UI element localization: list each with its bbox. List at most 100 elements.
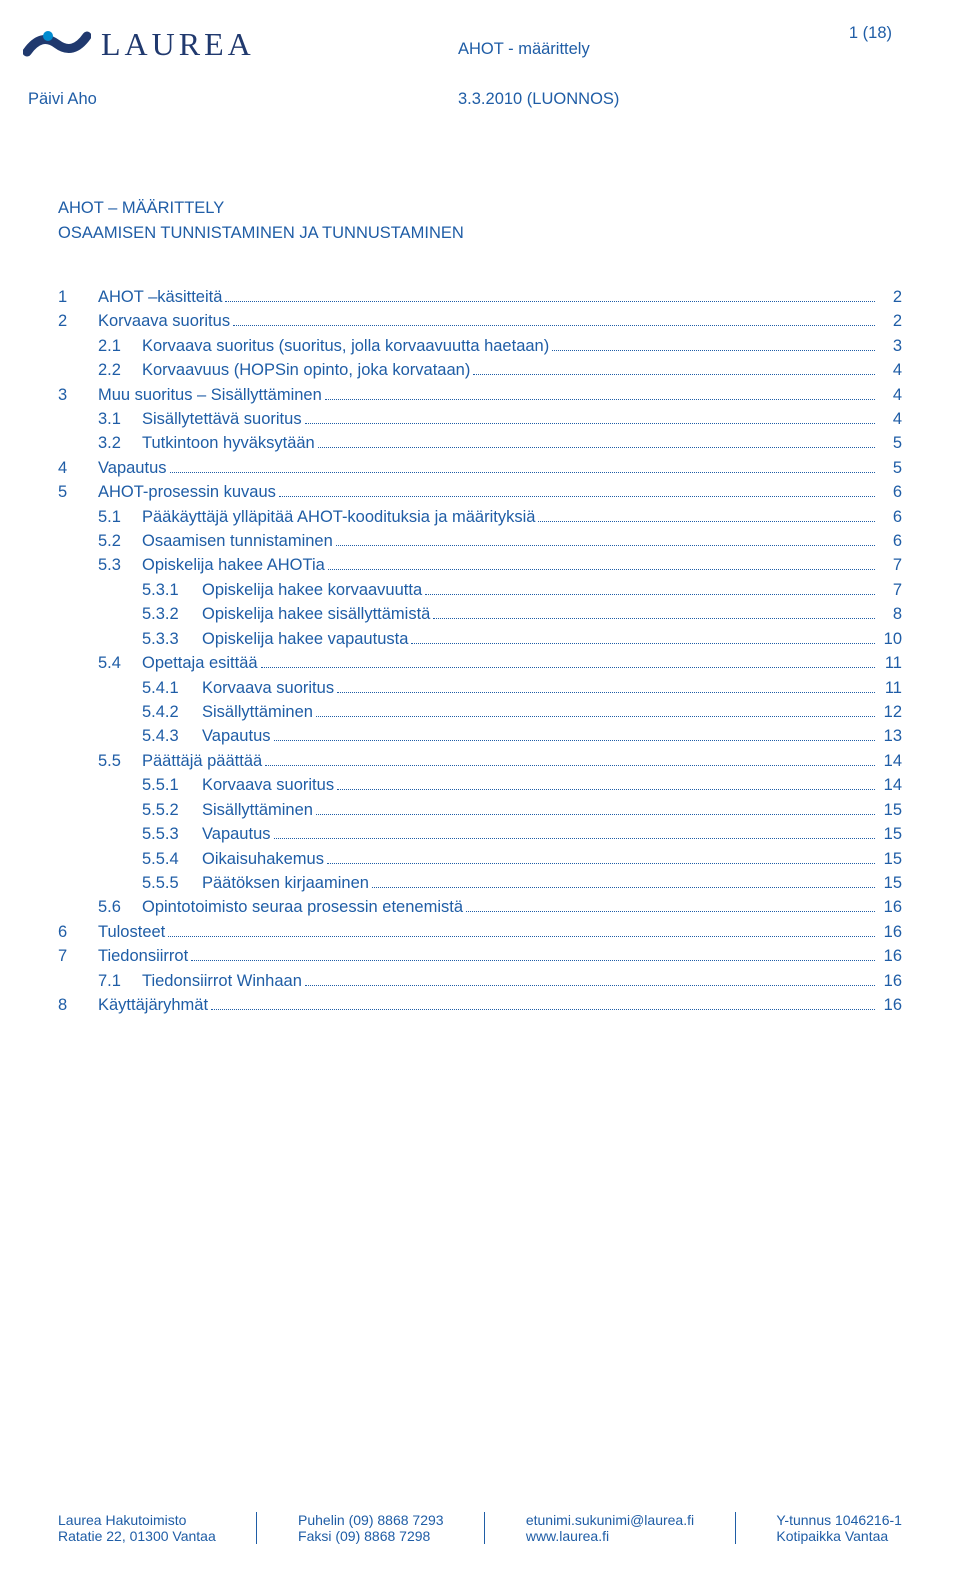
header: LAUREA AHOT - määrittely 1 (18) Päivi Ah… bbox=[58, 22, 902, 127]
toc-entry-label: Korvaava suoritus bbox=[202, 677, 334, 700]
toc-entry-page: 2 bbox=[878, 310, 902, 333]
toc-entry-label: Muu suoritus – Sisällyttäminen bbox=[98, 384, 322, 407]
toc-leader bbox=[425, 579, 875, 595]
toc-entry-number: 5.5.3 bbox=[142, 823, 202, 846]
toc-entry[interactable]: 7Tiedonsiirrot16 bbox=[58, 945, 902, 968]
toc-entry-label: Opiskelija hakee vapautusta bbox=[202, 628, 408, 651]
header-title: AHOT - määrittely bbox=[458, 40, 590, 59]
toc-entry-label: Vapautus bbox=[202, 823, 271, 846]
toc-entry[interactable]: 5.4.2Sisällyttäminen12 bbox=[58, 701, 902, 724]
footer-email: etunimi.sukunimi@laurea.fi bbox=[526, 1512, 694, 1528]
toc-leader bbox=[261, 652, 875, 668]
toc-leader bbox=[473, 359, 875, 375]
toc-entry-page: 16 bbox=[878, 970, 902, 993]
toc-entry-number: 5.3.2 bbox=[142, 603, 202, 626]
toc-entry-number: 7.1 bbox=[98, 970, 142, 993]
toc-entry-number: 5.4.3 bbox=[142, 725, 202, 748]
toc-entry[interactable]: 5.4.3Vapautus13 bbox=[58, 725, 902, 748]
toc-entry-number: 5.4.2 bbox=[142, 701, 202, 724]
document-title-1: AHOT – MÄÄRITTELY bbox=[58, 197, 902, 220]
toc-entry[interactable]: 5.5.4Oikaisuhakemus15 bbox=[58, 848, 902, 871]
toc-entry-number: 5.4.1 bbox=[142, 677, 202, 700]
toc-entry-label: Opiskelija hakee sisällyttämistä bbox=[202, 603, 430, 626]
toc-entry-number: 2 bbox=[58, 310, 98, 333]
toc-entry[interactable]: 5.5.5Päätöksen kirjaaminen15 bbox=[58, 872, 902, 895]
toc-entry[interactable]: 2Korvaava suoritus2 bbox=[58, 310, 902, 333]
toc-entry-number: 3 bbox=[58, 384, 98, 407]
toc-entry-label: Opettaja esittää bbox=[142, 652, 258, 675]
footer-businessid: Y-tunnus 1046216-1 bbox=[776, 1512, 902, 1528]
toc-entry[interactable]: 1AHOT –käsitteitä2 bbox=[58, 286, 902, 309]
footer-address: Ratatie 22, 01300 Vantaa bbox=[58, 1528, 216, 1544]
toc-entry[interactable]: 5.5.3Vapautus15 bbox=[58, 823, 902, 846]
toc-entry-page: 16 bbox=[878, 921, 902, 944]
header-author: Päivi Aho bbox=[28, 90, 97, 109]
toc-leader bbox=[336, 530, 875, 546]
toc-entry-number: 2.1 bbox=[98, 335, 142, 358]
header-page-number: 1 (18) bbox=[849, 24, 892, 43]
toc-entry[interactable]: 3Muu suoritus – Sisällyttäminen4 bbox=[58, 384, 902, 407]
toc-entry[interactable]: 5.3.3Opiskelija hakee vapautusta10 bbox=[58, 628, 902, 651]
toc-entry[interactable]: 5.5Päättäjä päättää14 bbox=[58, 750, 902, 773]
toc-entry[interactable]: 5AHOT-prosessin kuvaus6 bbox=[58, 481, 902, 504]
toc-leader bbox=[327, 848, 875, 864]
toc-entry-page: 5 bbox=[878, 432, 902, 455]
toc-entry-page: 15 bbox=[878, 799, 902, 822]
toc-entry-number: 5.5.5 bbox=[142, 872, 202, 895]
footer-fax: Faksi (09) 8868 7298 bbox=[298, 1528, 444, 1544]
toc-entry[interactable]: 5.3Opiskelija hakee AHOTia7 bbox=[58, 554, 902, 577]
toc-entry[interactable]: 5.6Opintotoimisto seuraa prosessin etene… bbox=[58, 896, 902, 919]
toc-entry-page: 4 bbox=[878, 408, 902, 431]
brand-wordmark: LAUREA bbox=[101, 26, 255, 63]
toc-entry[interactable]: 6Tulosteet16 bbox=[58, 921, 902, 944]
toc-entry[interactable]: 2.1Korvaava suoritus (suoritus, jolla ko… bbox=[58, 335, 902, 358]
toc-entry[interactable]: 5.1Pääkäyttäjä ylläpitää AHOT-koodituksi… bbox=[58, 506, 902, 529]
toc-entry[interactable]: 5.4.1Korvaava suoritus11 bbox=[58, 677, 902, 700]
brand-logo: LAUREA bbox=[23, 22, 255, 66]
toc-leader bbox=[337, 677, 875, 693]
toc-entry-label: Opiskelija hakee korvaavuutta bbox=[202, 579, 422, 602]
footer-domicile: Kotipaikka Vantaa bbox=[776, 1528, 902, 1544]
document-title-2: OSAAMISEN TUNNISTAMINEN JA TUNNUSTAMINEN bbox=[58, 222, 902, 245]
toc-entry[interactable]: 7.1Tiedonsiirrot Winhaan16 bbox=[58, 970, 902, 993]
toc-entry-page: 15 bbox=[878, 848, 902, 871]
toc-entry-label: Päättäjä päättää bbox=[142, 750, 262, 773]
toc-entry-number: 5 bbox=[58, 481, 98, 504]
toc-entry[interactable]: 5.5.1Korvaava suoritus14 bbox=[58, 774, 902, 797]
toc-entry[interactable]: 4Vapautus5 bbox=[58, 457, 902, 480]
toc-entry-number: 5.6 bbox=[98, 896, 142, 919]
toc-leader bbox=[191, 945, 875, 961]
toc-entry-number: 5.5 bbox=[98, 750, 142, 773]
toc-entry-label: Vapautus bbox=[202, 725, 271, 748]
toc-entry-page: 16 bbox=[878, 945, 902, 968]
toc-entry-number: 3.2 bbox=[98, 432, 142, 455]
toc-entry[interactable]: 2.2Korvaavuus (HOPSin opinto, joka korva… bbox=[58, 359, 902, 382]
footer-separator bbox=[484, 1512, 485, 1544]
toc-leader bbox=[316, 701, 875, 717]
toc-entry-page: 5 bbox=[878, 457, 902, 480]
toc-leader bbox=[274, 726, 876, 742]
toc-entry-number: 7 bbox=[58, 945, 98, 968]
toc-entry[interactable]: 5.3.1Opiskelija hakee korvaavuutta7 bbox=[58, 579, 902, 602]
footer-org: Laurea Hakutoimisto bbox=[58, 1512, 216, 1528]
toc-entry-number: 2.2 bbox=[98, 359, 142, 382]
toc-leader bbox=[552, 335, 875, 351]
toc-leader bbox=[433, 603, 875, 619]
toc-leader bbox=[170, 457, 876, 473]
toc-entry-label: Sisällyttäminen bbox=[202, 799, 313, 822]
toc-entry[interactable]: 8Käyttäjäryhmät16 bbox=[58, 994, 902, 1017]
toc-leader bbox=[411, 628, 875, 644]
toc-entry-label: Korvaavuus (HOPSin opinto, joka korvataa… bbox=[142, 359, 470, 382]
toc-entry[interactable]: 5.3.2Opiskelija hakee sisällyttämistä8 bbox=[58, 603, 902, 626]
toc-entry[interactable]: 3.1Sisällytettävä suoritus4 bbox=[58, 408, 902, 431]
toc-entry[interactable]: 3.2Tutkintoon hyväksytään5 bbox=[58, 432, 902, 455]
toc-entry[interactable]: 5.2Osaamisen tunnistaminen6 bbox=[58, 530, 902, 553]
toc-entry-number: 5.3.1 bbox=[142, 579, 202, 602]
toc-leader bbox=[328, 555, 875, 571]
toc-leader bbox=[316, 799, 875, 815]
toc-entry[interactable]: 5.4Opettaja esittää11 bbox=[58, 652, 902, 675]
toc-entry[interactable]: 5.5.2Sisällyttäminen15 bbox=[58, 799, 902, 822]
toc-leader bbox=[279, 481, 875, 497]
toc-entry-page: 3 bbox=[878, 335, 902, 358]
footer-separator bbox=[735, 1512, 736, 1544]
